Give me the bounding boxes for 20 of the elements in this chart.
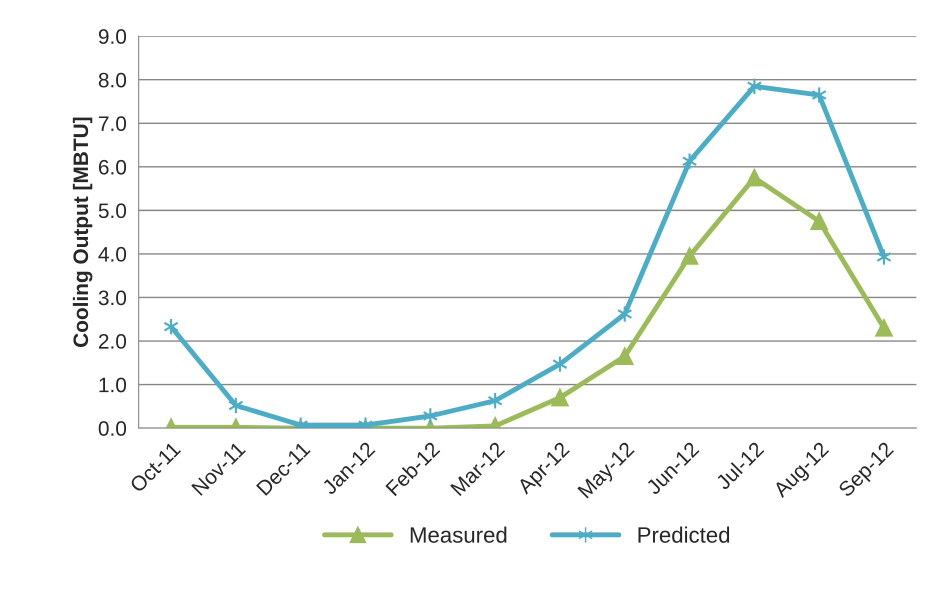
y-tick-label: 0.0 [98, 421, 126, 436]
point [875, 319, 893, 337]
y-tick-label: 5.0 [98, 203, 126, 218]
y-tick-label: 1.0 [100, 378, 126, 392]
y-tick-label: 7.0 [98, 116, 126, 132]
y-tick-label: 6.0 [98, 160, 126, 175]
y-tick-label: 8.0 [98, 72, 126, 88]
y-axis-title: Cooling Output [MBTU] [72, 118, 92, 347]
y-tick-label: 2.0 [98, 334, 126, 349]
legend-label: Measured [410, 526, 506, 543]
y-tick-label: 3.0 [98, 290, 126, 306]
point [810, 212, 828, 230]
point [616, 348, 634, 365]
point [617, 305, 632, 323]
y-tick-label: 4.0 [98, 246, 126, 262]
y-tick-label: 9.0 [98, 29, 126, 44]
legend-label: Predicted [638, 526, 730, 543]
point [680, 247, 698, 265]
point [551, 388, 569, 406]
point [746, 169, 764, 186]
